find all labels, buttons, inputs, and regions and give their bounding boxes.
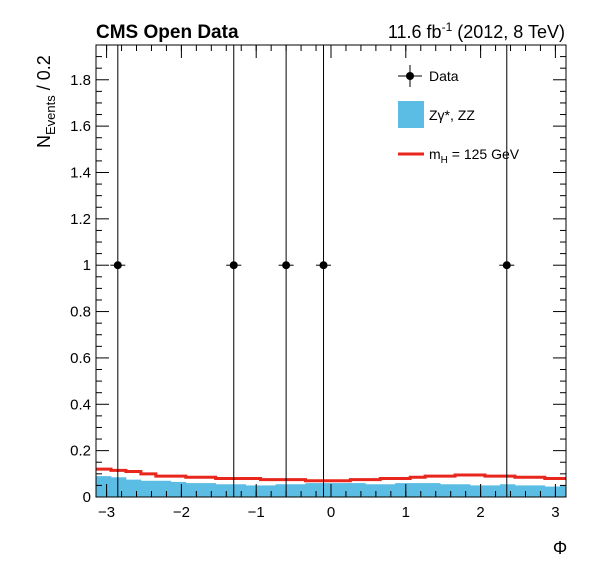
x-tick-label: −2 (173, 504, 190, 521)
background-bin (200, 483, 217, 497)
x-axis-label: Φ (553, 538, 567, 558)
legend-background-swatch (398, 101, 424, 128)
background-bin (96, 476, 112, 497)
background-bin (335, 483, 351, 497)
y-tick-label: 1.8 (70, 72, 91, 89)
y-tick-label: 0.6 (70, 350, 91, 367)
x-tick-label: −1 (248, 504, 265, 521)
background-bin (425, 483, 441, 497)
background-bin (290, 484, 306, 497)
luminosity-label: 11.6 fb-1 (2012, 8 TeV) (388, 20, 565, 42)
data-point-marker (229, 261, 238, 270)
background-bin (320, 483, 336, 497)
legend-background-label: Zγ*, ZZ (429, 107, 475, 123)
background-bin (110, 477, 127, 497)
background-bin (365, 484, 381, 497)
background-bin (395, 483, 411, 497)
data-point (278, 45, 294, 497)
data-point (499, 45, 515, 497)
x-tick-label: 0 (327, 504, 335, 521)
x-tick-label: 2 (476, 504, 484, 521)
background-bin (305, 483, 321, 497)
plot-frame (95, 44, 567, 498)
legend: Data Zγ*, ZZ mH = 125 GeV (398, 65, 520, 166)
x-tick-label: 3 (551, 504, 559, 521)
background-histogram (96, 476, 567, 497)
data-point (226, 45, 242, 497)
background-bin (484, 485, 501, 497)
background-bin (380, 484, 396, 497)
legend-data-marker (398, 65, 422, 87)
background-bin (514, 485, 531, 497)
background-bin (544, 486, 561, 497)
y-tick-label: 0.2 (70, 443, 91, 460)
axis-ticks: −3 −2 −1 0 1 2 3 0 0.2 0.4 0.6 0.8 1 1.2 1.4 1.6 1.8 (70, 45, 566, 521)
y-tick-label: 1.4 (70, 164, 91, 181)
background-bin (410, 483, 426, 497)
background-bin (440, 484, 456, 497)
background-bin (245, 485, 261, 497)
plot-border (95, 44, 567, 498)
data-point-marker (113, 261, 122, 270)
background-bin (470, 485, 486, 497)
background-bin (215, 484, 232, 497)
background-bin (275, 484, 291, 497)
experiment-label: CMS Open Data (96, 22, 239, 43)
y-tick-label: 0 (83, 489, 91, 506)
y-tick-label: 1.2 (70, 211, 91, 228)
background-bin (559, 485, 567, 497)
y-tick-label: 0.4 (70, 396, 91, 413)
data-point-marker (319, 261, 328, 270)
signal-histogram (96, 467, 566, 483)
y-axis-label: NEvents / 0.2 (34, 55, 58, 148)
data-points (110, 45, 515, 497)
x-tick-label: −3 (98, 504, 115, 521)
y-tick-label: 1 (83, 257, 91, 274)
background-bin (170, 481, 187, 497)
y-tick-label: 1.6 (70, 118, 91, 135)
background-bin (125, 479, 142, 497)
background-bin (155, 480, 172, 497)
background-bin (260, 485, 276, 497)
data-point (316, 45, 331, 497)
background-bin (185, 483, 202, 497)
data-point-marker (502, 261, 511, 270)
legend-signal-label: mH = 125 GeV (429, 146, 520, 166)
data-point-marker (282, 261, 291, 270)
y-tick-label: 0.8 (70, 304, 91, 321)
background-bin (455, 484, 471, 497)
background-bin (140, 480, 157, 497)
background-bin (350, 483, 366, 497)
legend-data-label: Data (429, 68, 459, 84)
background-bin (499, 484, 516, 497)
x-tick-label: 1 (402, 504, 410, 521)
data-point (110, 45, 126, 497)
background-bin (230, 484, 247, 497)
background-bin (529, 485, 546, 497)
signal-line (96, 467, 566, 483)
